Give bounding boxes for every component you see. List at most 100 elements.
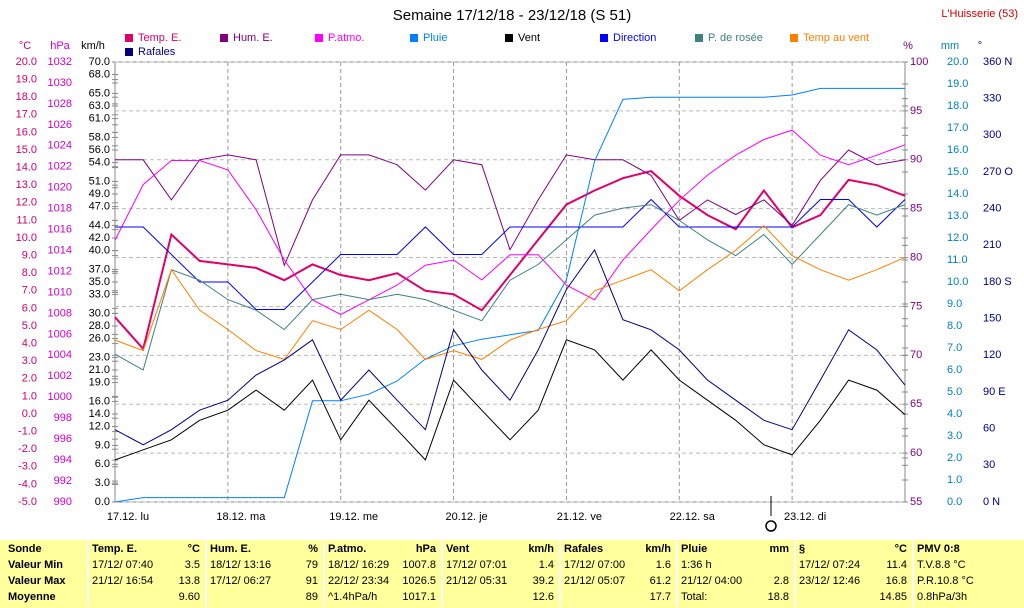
stat-value: 1007.8: [402, 559, 436, 571]
y-tick-label: 0 N: [983, 496, 1000, 508]
y-tick-label: 2.0: [22, 373, 37, 385]
y-tick-label: 58.0: [89, 131, 110, 143]
y-tick-label: 100: [910, 56, 928, 68]
y-tick-label: 9.0: [95, 439, 110, 451]
y-tick-label: 210: [983, 239, 1001, 251]
y-tick-label: 19.0: [16, 74, 37, 86]
axis-title: °: [978, 40, 982, 52]
y-tick-label: 47.0: [89, 200, 110, 212]
y-tick-label: 8.0: [22, 267, 37, 279]
group-name: Pluie: [681, 543, 707, 555]
stat-value: 79: [306, 559, 318, 571]
x-tick-label: 17.12. lu: [107, 511, 149, 523]
axis-title: km/h: [81, 40, 105, 52]
y-tick-label: 996: [54, 433, 72, 445]
y-tick-label: 85: [910, 203, 922, 215]
y-tick-label: 15.0: [947, 166, 968, 178]
stat-value: 14.85: [879, 591, 907, 603]
y-tick-label: 37.0: [89, 263, 110, 275]
axis-title: mm: [941, 40, 959, 52]
y-tick-label: -3.0: [18, 461, 37, 473]
y-tick-label: 70: [910, 349, 922, 361]
series-line: [115, 198, 906, 310]
y-tick-label: 1032: [48, 56, 72, 68]
legend-swatch: [790, 34, 798, 42]
background: [0, 0, 1024, 540]
y-tick-label: 1014: [48, 244, 72, 256]
series-line: [114, 204, 906, 371]
y-tick-label: 30.0: [89, 307, 110, 319]
y-tick-label: 2.0: [947, 452, 962, 464]
y-tick-label: 5.0: [947, 386, 962, 398]
y-tick-label: 51.0: [89, 175, 110, 187]
y-tick-label: -1.0: [18, 426, 37, 438]
legend-swatch: [410, 34, 418, 42]
group-name: Temp. E.: [92, 543, 137, 555]
y-tick-label: 61.0: [89, 112, 110, 124]
legend-label: Hum. E.: [233, 32, 273, 44]
y-tick-label: 13.0: [16, 179, 37, 191]
y-tick-label: 15.0: [16, 144, 37, 156]
row-label: Sonde: [8, 543, 42, 555]
stat-value: 61.2: [650, 575, 671, 587]
y-tick-label: 9.0: [947, 298, 962, 310]
y-tick-label: 1002: [48, 370, 72, 382]
stat-when: 1:36 h: [681, 559, 712, 571]
axis-title: hPa: [50, 40, 70, 52]
axis-title: %: [903, 40, 913, 52]
group-unit: km/h: [528, 543, 554, 555]
series-line: [114, 225, 906, 360]
y-tick-label: 330: [983, 93, 1001, 105]
y-tick-label: 14.0: [947, 188, 968, 200]
y-tick-label: 1000: [48, 391, 72, 403]
y-tick-label: 0.0: [22, 408, 37, 420]
y-tick-label: 42.0: [89, 232, 110, 244]
legend-swatch: [600, 34, 608, 42]
y-tick-label: -4.0: [18, 478, 37, 490]
y-tick-label: 1028: [48, 98, 72, 110]
y-tick-label: 1016: [48, 224, 72, 236]
y-tick-label: 60: [910, 447, 922, 459]
y-tick-label: 10.0: [16, 232, 37, 244]
stat-value: 17.7: [650, 591, 671, 603]
group-name: P.atmo.: [328, 543, 366, 555]
group-unit: °C: [188, 543, 200, 555]
y-tick-label: 3.0: [95, 477, 110, 489]
stat-value: 89: [306, 591, 318, 603]
group-unit: km/h: [645, 543, 671, 555]
y-tick-label: 4.0: [947, 408, 962, 420]
y-tick-label: 4.0: [22, 338, 37, 350]
y-tick-label: 90: [910, 154, 922, 166]
legend-label: P. de rosée: [708, 32, 763, 44]
series-line: [115, 149, 906, 267]
stat-value: 1017.1: [402, 591, 436, 603]
y-tick-label: 18.0: [16, 91, 37, 103]
y-tick-label: 80: [910, 251, 922, 263]
stat-value: 39.2: [533, 575, 554, 587]
stat-when: ^1.4hPa/h: [328, 591, 377, 603]
x-tick-label: 20.12. je: [445, 511, 487, 523]
y-tick-label: 240: [983, 203, 1001, 215]
y-tick-label: 1020: [48, 182, 72, 194]
legend-swatch: [125, 34, 133, 42]
y-tick-label: 63.0: [89, 100, 110, 112]
y-tick-label: 5.0: [22, 320, 37, 332]
y-tick-label: 21.0: [89, 364, 110, 376]
y-tick-label: 270 O: [983, 166, 1013, 178]
y-tick-label: 1.0: [947, 474, 962, 486]
y-tick-label: 1.0: [22, 390, 37, 402]
legend-swatch: [695, 34, 703, 42]
stat-when: 17/12/ 07:00: [564, 559, 625, 571]
row-label: Valeur Min: [8, 559, 63, 571]
pmv-line: 0.8hPa/3h: [917, 591, 967, 603]
stat-when: 21/12/ 04:00: [681, 575, 742, 587]
y-tick-label: 16.0: [89, 395, 110, 407]
y-tick-label: 1018: [48, 203, 72, 215]
group-name: Rafales: [564, 543, 603, 555]
stat-when: 17/12/ 07:40: [92, 559, 153, 571]
y-tick-label: 1030: [48, 77, 72, 89]
y-tick-label: 3.0: [22, 355, 37, 367]
y-tick-label: 1012: [48, 265, 72, 277]
stat-when: 18/12/ 16:29: [328, 559, 389, 571]
